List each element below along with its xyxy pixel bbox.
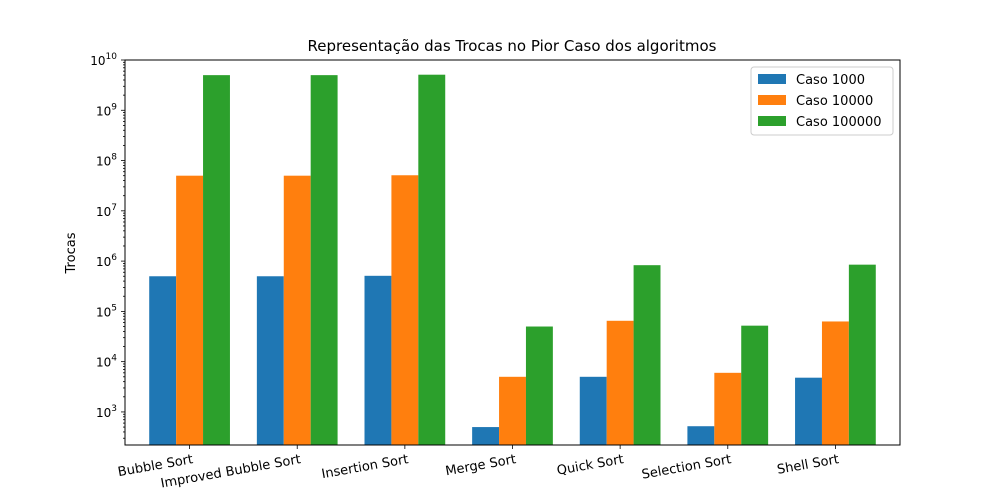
- x-tick-label: Selection Sort: [641, 452, 733, 483]
- bar-caso-100000-quick-sort: [633, 265, 661, 445]
- bar-caso-100000-selection-sort: [741, 325, 769, 445]
- y-tick-label: 105: [96, 303, 117, 319]
- bar-caso-1000-selection-sort: [687, 426, 715, 445]
- bar-caso-10000-selection-sort: [714, 372, 742, 445]
- bar-caso-100000-shell-sort: [848, 264, 876, 445]
- bar-caso-100000-improved-bubble-sort: [310, 75, 338, 445]
- legend: Caso 1000 Caso 10000 Caso 100000: [750, 66, 894, 136]
- legend-swatch: [758, 116, 786, 126]
- y-tick-label: 104: [96, 354, 117, 370]
- bar-caso-10000-merge-sort: [499, 376, 526, 445]
- y-axis-label: Trocas: [64, 232, 79, 274]
- bar-caso-10000-insertion-sort: [391, 175, 419, 445]
- legend-label: Caso 100000: [796, 115, 882, 130]
- bar-caso-100000-bubble-sort: [203, 75, 230, 445]
- bar-caso-1000-insertion-sort: [364, 275, 392, 445]
- legend-box: [750, 66, 894, 136]
- x-tick-label: Quick Sort: [556, 452, 625, 479]
- bars-layer: [149, 74, 876, 445]
- y-tick-label: 107: [96, 203, 117, 219]
- legend-swatch: [758, 95, 786, 105]
- x-tick-label: Shell Sort: [776, 452, 840, 478]
- bar-caso-100000-merge-sort: [525, 326, 553, 445]
- y-tick-label: 1010: [90, 52, 117, 68]
- y-axis: 103 104 105 106 107 108 109 1010: [90, 52, 125, 439]
- legend-label: Caso 1000: [796, 73, 865, 88]
- y-tick-label: 106: [96, 253, 117, 269]
- bar-caso-100000-insertion-sort: [418, 74, 446, 445]
- chart-title: Representação das Trocas no Pior Caso do…: [308, 37, 717, 55]
- x-tick-label: Merge Sort: [444, 452, 517, 479]
- legend-swatch: [758, 74, 786, 84]
- bar-caso-1000-shell-sort: [795, 377, 822, 445]
- bar-caso-1000-improved-bubble-sort: [256, 276, 284, 445]
- y-tick-label: 108: [96, 153, 117, 169]
- legend-label: Caso 10000: [796, 94, 873, 109]
- x-tick-label: Insertion Sort: [320, 452, 409, 482]
- y-tick-label: 109: [96, 102, 117, 118]
- bar-caso-10000-quick-sort: [606, 320, 634, 445]
- bar-caso-1000-bubble-sort: [149, 276, 177, 445]
- y-tick-label: 103: [96, 404, 117, 420]
- bar-caso-1000-merge-sort: [472, 427, 500, 445]
- bar-caso-1000-quick-sort: [579, 376, 607, 445]
- bar-caso-10000-bubble-sort: [176, 175, 204, 445]
- bar-caso-10000-improved-bubble-sort: [283, 175, 311, 445]
- bar-caso-10000-shell-sort: [821, 321, 849, 445]
